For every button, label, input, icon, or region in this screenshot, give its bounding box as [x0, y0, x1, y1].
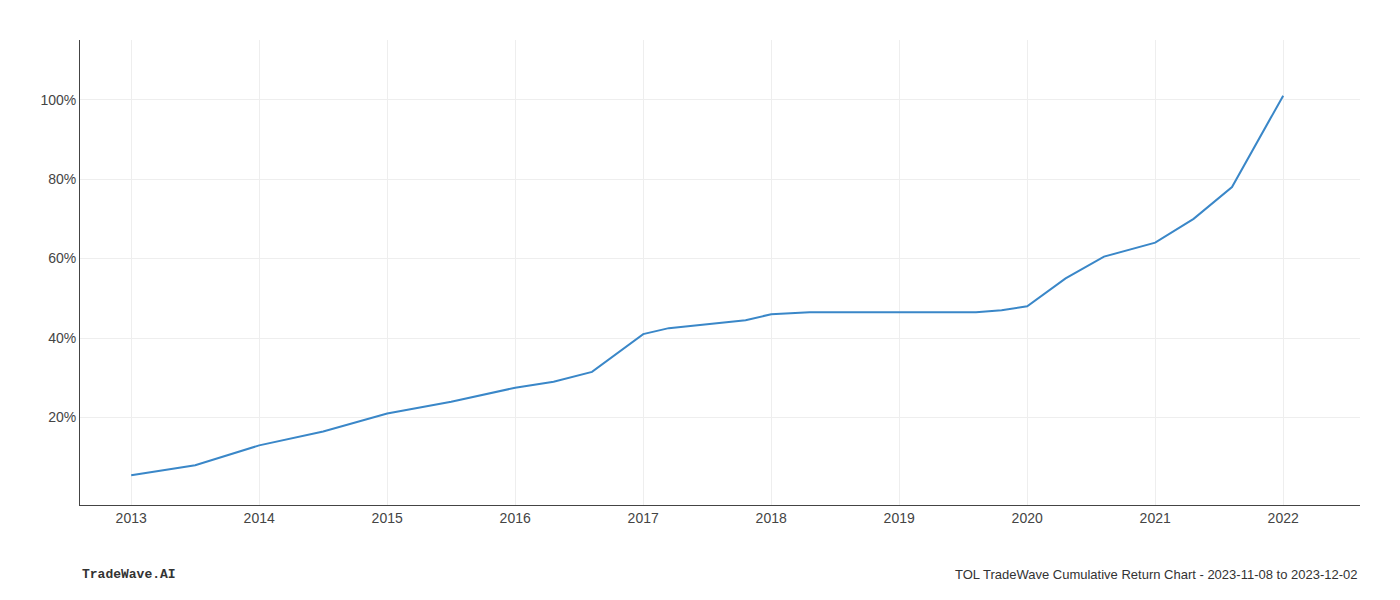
svg-text:20%: 20%: [48, 409, 76, 425]
svg-text:60%: 60%: [48, 250, 76, 266]
svg-text:2013: 2013: [116, 510, 147, 526]
svg-text:100%: 100%: [40, 92, 76, 108]
svg-text:2021: 2021: [1140, 510, 1171, 526]
svg-text:TOL TradeWave Cumulative Retur: TOL TradeWave Cumulative Return Chart - …: [955, 567, 1358, 582]
svg-text:2014: 2014: [244, 510, 275, 526]
svg-text:TradeWave.AI: TradeWave.AI: [82, 567, 176, 582]
svg-text:2017: 2017: [628, 510, 659, 526]
svg-text:2015: 2015: [372, 510, 403, 526]
svg-text:2022: 2022: [1268, 510, 1299, 526]
svg-text:2019: 2019: [884, 510, 915, 526]
svg-text:40%: 40%: [48, 330, 76, 346]
svg-text:2016: 2016: [500, 510, 531, 526]
svg-text:2020: 2020: [1012, 510, 1043, 526]
svg-text:2018: 2018: [756, 510, 787, 526]
svg-text:80%: 80%: [48, 171, 76, 187]
